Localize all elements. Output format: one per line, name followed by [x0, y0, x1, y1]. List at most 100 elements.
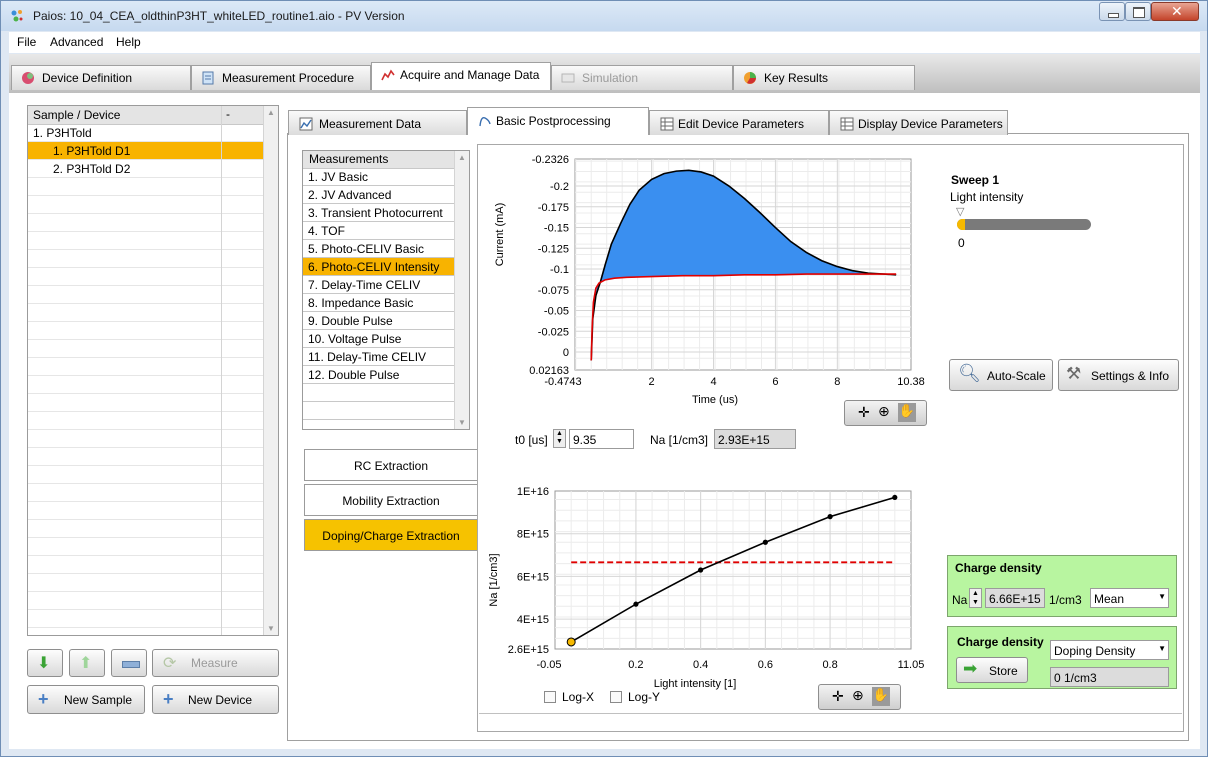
list-item[interactable]: 5. Photo-CELIV Basic [303, 240, 455, 258]
menu-help[interactable]: Help [116, 35, 141, 49]
pan-hand-icon[interactable]: ✋ [872, 687, 890, 706]
arrow-up-icon: ⬆ [79, 655, 93, 672]
tab-acquire-manage-data[interactable]: Acquire and Manage Data [371, 62, 551, 90]
y-tick-label: 6E+15 [517, 571, 549, 583]
list-header: Measurements [303, 151, 455, 169]
tab-key-results[interactable]: Key Results [733, 65, 915, 90]
empty-row [303, 402, 455, 420]
empty-row [28, 466, 264, 484]
scroll-down-icon[interactable]: ▼ [458, 418, 466, 427]
list-item[interactable]: 1. JV Basic [303, 168, 455, 186]
store-button[interactable]: ➡ Store [956, 657, 1028, 683]
crosshair-icon[interactable]: ✛ [832, 688, 844, 704]
scroll-up-icon[interactable]: ▲ [267, 108, 275, 117]
measure-button[interactable]: ⟳ Measure [152, 649, 279, 677]
statistic-select[interactable]: Mean ▼ [1090, 588, 1169, 608]
table-icon [660, 117, 674, 131]
chevron-down-icon: ▼ [1158, 592, 1166, 601]
t0-stepper[interactable]: ▲ ▼ [553, 429, 566, 448]
graph-icon [299, 117, 313, 131]
list-item[interactable]: 9. Double Pulse [303, 312, 455, 330]
maximize-button[interactable] [1125, 2, 1151, 21]
list-item[interactable]: 8. Impedance Basic [303, 294, 455, 312]
list-item[interactable]: 1. P3HTold [28, 124, 264, 142]
list-item[interactable]: 2. JV Advanced [303, 186, 455, 204]
empty-row [28, 520, 264, 538]
menu-file[interactable]: File [17, 35, 37, 49]
graph-tools-palette: ✛ ⊕ ✋ [844, 400, 927, 426]
t0-input[interactable]: 9.35 [569, 429, 634, 449]
empty-row [28, 574, 264, 592]
data-point [892, 494, 898, 501]
acquire-icon [381, 69, 395, 81]
log-x-checkbox[interactable] [544, 691, 556, 703]
zoom-icon[interactable]: ⊕ [878, 403, 890, 419]
minimize-button[interactable] [1099, 2, 1125, 21]
title-bar: Paios: 10_04_CEA_oldthinP3HT_whiteLED_ro… [1, 1, 1207, 31]
list-scrollbar[interactable]: ▲ ▼ [263, 106, 278, 635]
tab-device-definition[interactable]: Device Definition [11, 65, 191, 90]
empty-row [28, 430, 264, 448]
close-button[interactable]: ✕ [1151, 2, 1199, 21]
tab-display-device-parameters[interactable]: Display Device Parameters [829, 110, 1008, 135]
doping-charge-extraction-button[interactable]: Doping/Charge Extraction [304, 519, 478, 551]
settings-info-button[interactable]: ⚒ Settings & Info [1058, 359, 1179, 391]
app-icon [11, 10, 23, 22]
charge-density-panel: Charge density Na ▲ ▼ 6.66E+15 1/cm3 Mean… [947, 555, 1177, 617]
magnifier-icon: 🔍︎ [958, 363, 981, 383]
na-stepper[interactable]: ▲ ▼ [969, 588, 982, 608]
stored-value-field: 0 1/cm3 [1050, 667, 1169, 687]
tab-simulation[interactable]: Simulation [551, 65, 733, 90]
list-item[interactable]: 3. Transient Photocurrent [303, 204, 455, 222]
refresh-icon: ⟳ [163, 655, 177, 672]
log-y-checkbox[interactable] [610, 691, 622, 703]
list-item[interactable]: 12. Double Pulse [303, 366, 455, 384]
na-readout: 2.93E+15 [714, 429, 796, 449]
move-up-button[interactable]: ⬆ [69, 649, 105, 677]
empty-row [28, 376, 264, 394]
slider-thumb-icon[interactable]: ▽ [956, 206, 965, 218]
tab-edit-device-parameters[interactable]: Edit Device Parameters [649, 110, 829, 135]
crosshair-icon[interactable]: ✛ [858, 404, 870, 420]
empty-row [28, 502, 264, 520]
tab-basic-postprocessing[interactable]: Basic Postprocessing [467, 107, 649, 135]
pan-hand-icon[interactable]: ✋ [898, 403, 916, 422]
measurements-list: Measurements 1. JV Basic 2. JV Advanced 3.… [302, 150, 470, 430]
menu-advanced[interactable]: Advanced [50, 35, 104, 49]
empty-row [28, 394, 264, 412]
x-tick-label: 0.4 [693, 659, 708, 671]
scroll-up-icon[interactable]: ▲ [458, 153, 466, 162]
density-type-select[interactable]: Doping Density ▼ [1050, 640, 1169, 660]
tab-measurement-procedure[interactable]: Measurement Procedure [191, 65, 371, 90]
empty-row [28, 214, 264, 232]
y-tick-label: -0.2 [550, 181, 569, 193]
tab-measurement-data[interactable]: Measurement Data [288, 110, 467, 135]
list-item[interactable]: 11. Delay-Time CELIV [303, 348, 455, 366]
list-item[interactable]: 2. P3HTold D2 [28, 160, 264, 178]
new-sample-button[interactable]: + New Sample [27, 685, 145, 714]
selected-data-point [566, 637, 576, 647]
list-item[interactable]: 7. Delay-Time CELIV [303, 276, 455, 294]
close-icon: ✕ [1171, 3, 1183, 19]
move-down-button[interactable]: ⬇ [27, 649, 63, 677]
empty-row [28, 538, 264, 556]
list-scrollbar[interactable]: ▲ ▼ [454, 151, 469, 429]
zoom-icon[interactable]: ⊕ [852, 687, 864, 703]
mobility-extraction-button[interactable]: Mobility Extraction [304, 484, 478, 516]
remove-button[interactable] [111, 649, 147, 677]
scroll-down-icon[interactable]: ▼ [267, 624, 275, 633]
auto-scale-button[interactable]: 🔍︎ Auto-Scale [949, 359, 1053, 391]
list-item-selected[interactable]: 6. Photo-CELIV Intensity [303, 258, 455, 276]
rc-extraction-button[interactable]: RC Extraction [304, 449, 478, 481]
sweep-slider[interactable] [957, 219, 1091, 230]
list-item[interactable]: 10. Voltage Pulse [303, 330, 455, 348]
empty-row [28, 340, 264, 358]
list-item[interactable]: 4. TOF [303, 222, 455, 240]
column-divider [221, 106, 222, 635]
x-axis-label: Time (us) [692, 394, 738, 406]
x-tick-label: 4 [710, 376, 716, 388]
y-tick-label: 0.02163 [529, 365, 569, 377]
new-device-button[interactable]: + New Device [152, 685, 279, 714]
list-item-selected[interactable]: 1. P3HTold D1 [28, 142, 264, 160]
charge-density-store-panel: Charge density ➡ Store Doping Density ▼ … [947, 626, 1177, 689]
